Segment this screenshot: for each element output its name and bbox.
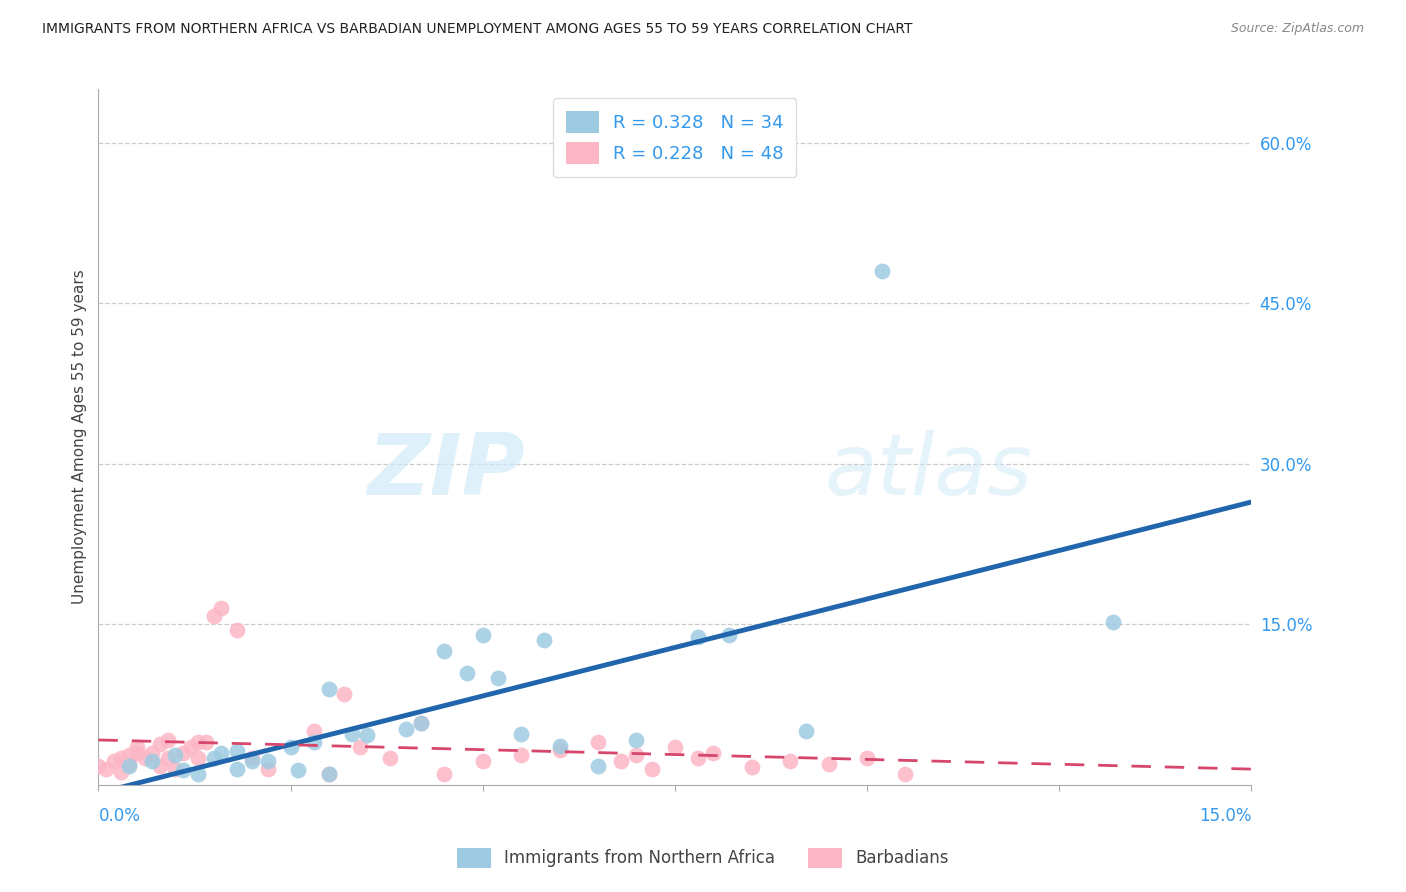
Point xyxy=(626,733,648,747)
Point xyxy=(856,751,879,765)
Point xyxy=(349,740,371,755)
Point xyxy=(471,755,494,769)
Y-axis label: Unemployment Among Ages 55 to 59 years: Unemployment Among Ages 55 to 59 years xyxy=(72,269,87,605)
Point xyxy=(225,623,247,637)
Point xyxy=(510,726,533,740)
Text: atlas: atlas xyxy=(825,430,1033,514)
Point xyxy=(209,746,232,760)
Point xyxy=(318,681,340,696)
Point xyxy=(240,755,263,769)
Point xyxy=(149,758,172,772)
Text: 15.0%: 15.0% xyxy=(1199,807,1251,825)
Point xyxy=(794,724,817,739)
Text: Source: ZipAtlas.com: Source: ZipAtlas.com xyxy=(1230,22,1364,36)
Point xyxy=(486,671,509,685)
Point xyxy=(395,723,418,737)
Point xyxy=(256,755,278,769)
Point xyxy=(641,762,664,776)
Point xyxy=(134,751,156,765)
Point xyxy=(240,751,263,765)
Point xyxy=(380,751,402,765)
Point xyxy=(280,740,302,755)
Point xyxy=(172,746,194,760)
Point xyxy=(779,755,801,769)
Point xyxy=(356,728,378,742)
Point xyxy=(817,756,839,771)
Point xyxy=(586,735,609,749)
Point xyxy=(1102,615,1125,630)
Text: ZIP: ZIP xyxy=(367,430,524,514)
Point xyxy=(702,746,724,760)
Point xyxy=(411,715,433,730)
Point xyxy=(187,751,209,765)
Point xyxy=(118,758,141,772)
Point xyxy=(302,724,325,739)
Point xyxy=(118,756,141,771)
Point xyxy=(165,747,187,762)
Point xyxy=(225,762,247,776)
Point xyxy=(156,751,179,765)
Point xyxy=(256,762,278,776)
Point xyxy=(340,726,363,740)
Point xyxy=(165,762,187,776)
Point xyxy=(433,644,456,658)
Legend: Immigrants from Northern Africa, Barbadians: Immigrants from Northern Africa, Barbadi… xyxy=(451,841,955,875)
Point xyxy=(287,763,309,777)
Point xyxy=(510,747,533,762)
Point xyxy=(202,608,225,623)
Point xyxy=(664,740,686,755)
Point xyxy=(610,755,633,769)
Legend: R = 0.328   N = 34, R = 0.228   N = 48: R = 0.328 N = 34, R = 0.228 N = 48 xyxy=(554,98,796,177)
Point xyxy=(110,765,132,780)
Point xyxy=(586,758,609,772)
Text: IMMIGRANTS FROM NORTHERN AFRICA VS BARBADIAN UNEMPLOYMENT AMONG AGES 55 TO 59 YE: IMMIGRANTS FROM NORTHERN AFRICA VS BARBA… xyxy=(42,22,912,37)
Point xyxy=(626,747,648,762)
Point xyxy=(180,740,202,755)
Point xyxy=(94,762,117,776)
Text: 0.0%: 0.0% xyxy=(98,807,141,825)
Point xyxy=(872,264,894,278)
Point xyxy=(717,628,740,642)
Point xyxy=(548,742,571,756)
Point xyxy=(686,751,709,765)
Point xyxy=(209,601,232,615)
Point xyxy=(141,746,163,760)
Point xyxy=(187,767,209,781)
Point xyxy=(125,746,148,760)
Point xyxy=(456,665,478,680)
Point xyxy=(411,715,433,730)
Point xyxy=(433,767,456,781)
Point xyxy=(172,763,194,777)
Point xyxy=(149,737,172,751)
Point xyxy=(894,767,917,781)
Point xyxy=(471,628,494,642)
Point xyxy=(318,767,340,781)
Point xyxy=(741,760,763,774)
Point xyxy=(195,735,218,749)
Point xyxy=(533,633,555,648)
Point xyxy=(187,735,209,749)
Point xyxy=(333,687,356,701)
Point xyxy=(156,733,179,747)
Point xyxy=(118,747,141,762)
Point xyxy=(318,767,340,781)
Point xyxy=(225,744,247,758)
Point xyxy=(125,740,148,755)
Point xyxy=(141,755,163,769)
Point xyxy=(103,755,125,769)
Point xyxy=(548,739,571,754)
Point xyxy=(110,751,132,765)
Point xyxy=(302,735,325,749)
Point xyxy=(87,758,110,772)
Point xyxy=(202,751,225,765)
Point xyxy=(686,630,709,644)
